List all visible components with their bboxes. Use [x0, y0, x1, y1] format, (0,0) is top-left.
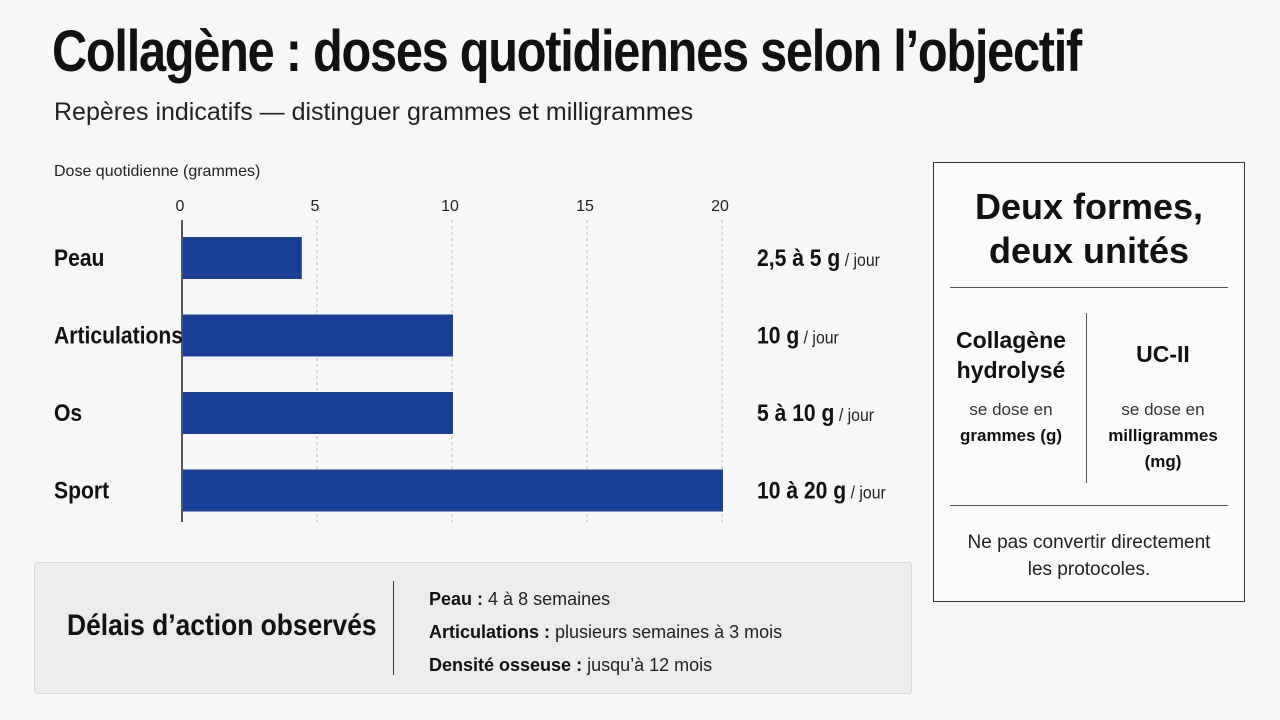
- timing-title: Délais d’action observés: [67, 609, 377, 642]
- bars: [183, 237, 723, 512]
- x-tick-label-5: 5: [311, 198, 320, 215]
- forms-title: Deux formes, deux unités: [934, 185, 1244, 273]
- timing-item-label: Peau :: [429, 589, 484, 609]
- value-amount: 5 à 10 g: [757, 400, 834, 427]
- hydrolysed-collagen-heading: Collagène hydrolysé: [936, 325, 1086, 387]
- bar-peau: [183, 237, 302, 279]
- forms-divider-bottom: [950, 505, 1228, 506]
- value-label-peau: 2,5 à 5 g / jour: [757, 245, 880, 272]
- forms-title-line1: Deux formes,: [974, 186, 1204, 227]
- dose-unit: grammes (g): [959, 426, 1063, 445]
- value-label-os: 5 à 10 g / jour: [757, 400, 874, 427]
- bar-sport: [183, 469, 723, 512]
- forms-title-line2: deux unités: [988, 230, 1190, 271]
- dose-unit: milligrammes (mg): [1108, 426, 1218, 471]
- timing-item-label: Densité osseuse :: [429, 655, 583, 675]
- timing-item-value: 4 à 8 semaines: [488, 589, 611, 609]
- bar-os: [183, 392, 453, 434]
- timing-list: Peau : 4 à 8 semaines Articulations : pl…: [429, 583, 782, 682]
- category-label-peau: Peau: [54, 245, 104, 272]
- x-tick-label-20: 20: [711, 198, 729, 215]
- page-subtitle: Repères indicatifs — distinguer grammes …: [54, 98, 694, 126]
- forms-divider-top: [950, 287, 1228, 288]
- timing-item-joints: Articulations : plusieurs semaines à 3 m…: [429, 616, 782, 649]
- grid-layer: [316, 220, 723, 522]
- timing-divider: [393, 581, 394, 675]
- category-labels: Peau Articulations Os Sport: [54, 245, 183, 504]
- timing-item-skin: Peau : 4 à 8 semaines: [429, 583, 782, 616]
- x-tick-label-0: 0: [176, 198, 185, 215]
- heading-line1: Collagène: [956, 327, 1066, 353]
- value-amount: 2,5 à 5 g: [757, 245, 840, 272]
- value-label-sport: 10 à 20 g / jour: [757, 477, 886, 504]
- value-amount: 10 g: [757, 322, 799, 349]
- x-axis-label: Dose quotidienne (grammes): [54, 163, 261, 180]
- ucii-text: se dose en milligrammes (mg): [1088, 397, 1238, 475]
- bar-articulations: [183, 314, 453, 357]
- note-line1: Ne pas convertir directement: [967, 532, 1211, 553]
- forms-note: Ne pas convertir directement les protoco…: [954, 529, 1224, 583]
- category-label-os: Os: [54, 400, 82, 427]
- timing-item-value: plusieurs semaines à 3 mois: [555, 622, 783, 642]
- value-unit: / jour: [834, 405, 874, 425]
- value-unit: / jour: [799, 328, 839, 348]
- forms-units-panel: Deux formes, deux unités Collagène hydro…: [933, 162, 1245, 602]
- timing-item-bone-density: Densité osseuse : jusqu’à 12 mois: [429, 649, 782, 682]
- x-tick-label-15: 15: [576, 198, 594, 215]
- x-tick-label-10: 10: [441, 198, 459, 215]
- category-label-articulations: Articulations: [54, 322, 183, 349]
- timing-item-value: jusqu’à 12 mois: [587, 655, 713, 675]
- ucii-column: UC-II se dose en milligrammes (mg): [1088, 325, 1238, 475]
- timing-item-label: Articulations :: [429, 622, 551, 642]
- category-label-sport: Sport: [54, 477, 110, 504]
- value-amount: 10 à 20 g: [757, 477, 846, 504]
- note-line2: les protocoles.: [1027, 559, 1151, 580]
- ucii-heading: UC-II: [1136, 341, 1190, 367]
- action-timing-panel: Délais d’action observés Peau : 4 à 8 se…: [34, 562, 912, 694]
- dose-text: se dose en: [1121, 400, 1205, 419]
- value-label-articulations: 10 g / jour: [757, 322, 839, 349]
- dose-text: se dose en: [969, 400, 1053, 419]
- forms-divider-vertical: [1086, 313, 1087, 483]
- heading-line2: hydrolysé: [956, 357, 1066, 383]
- hydrolysed-collagen-text: se dose en grammes (g): [936, 397, 1086, 449]
- value-unit: / jour: [846, 483, 886, 503]
- hydrolysed-collagen-column: Collagène hydrolysé se dose en grammes (…: [936, 325, 1086, 449]
- dose-bar-chart: 0 5 10 15 20 Peau Articulations Os Sport 2,5 à …: [54, 198, 886, 522]
- value-unit: / jour: [840, 250, 880, 270]
- page-title: Collagène : doses quotidiennes selon l’o…: [52, 19, 1082, 84]
- tick-labels: 0 5 10 15 20: [176, 198, 729, 215]
